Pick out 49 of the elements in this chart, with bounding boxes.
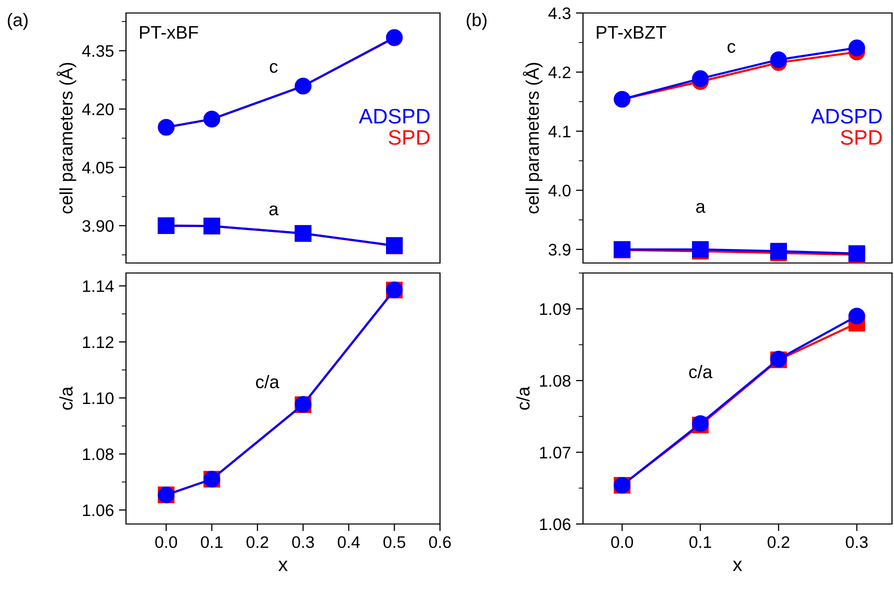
annotation: c/a [689, 364, 712, 378]
y-axis-title: c/a [59, 386, 73, 410]
annotation: c/a [256, 375, 280, 388]
y-tick-label: 4.0 [548, 184, 571, 197]
y-tick-label: 1.08 [540, 374, 570, 387]
y-axis-title: c/a [516, 386, 530, 410]
y-tick-label: 1.06 [83, 504, 114, 516]
x-tick-label: 0.1 [689, 536, 712, 548]
text: PT-xBZT [596, 26, 666, 39]
y-tick-label: 1.07 [540, 446, 570, 458]
y-tick-label: 3.9 [548, 244, 570, 256]
y-tick-label: 4.2 [548, 66, 570, 78]
x-tick-label: 0.4 [338, 536, 360, 548]
y-tick-label: 1.12 [83, 336, 114, 348]
y-tick-label: 4.3 [548, 7, 570, 20]
text: PT-xBF [140, 26, 198, 39]
y-tick-label: 1.08 [83, 448, 114, 460]
x-axis-title: x [732, 560, 742, 571]
y-axis-title: cell parameters (Å) [56, 62, 76, 214]
x-tick-label: 0.3 [846, 536, 868, 548]
annotation: a [696, 202, 706, 213]
x-axis-title: x [278, 560, 288, 571]
x-tick-label: 0.0 [611, 536, 634, 548]
text: ADSPD [358, 108, 430, 124]
x-tick-label: 0.0 [155, 536, 178, 548]
y-tick-label: 4.1 [548, 126, 570, 138]
x-tick-label: 0.3 [292, 536, 314, 548]
x-tick-label: 0.5 [383, 536, 406, 548]
y-tick-label: 1.06 [540, 518, 570, 530]
text: (a) [8, 13, 28, 30]
y-tick-label: 3.90 [82, 220, 114, 232]
annotation: c [728, 42, 736, 53]
text: SPD [840, 130, 882, 145]
text: (b) [466, 13, 487, 30]
x-tick-label: 0.2 [246, 536, 268, 548]
x-tick-label: 0.2 [768, 536, 790, 548]
y-axis-title: cell parameters (Å) [522, 62, 542, 214]
annotation: c [270, 62, 278, 73]
y-tick-label: 1.10 [83, 392, 114, 404]
y-tick-label: 1.14 [83, 280, 114, 292]
text: ADSPD [810, 108, 882, 124]
x-tick-label: 0.1 [200, 536, 223, 548]
y-tick-label: 1.09 [540, 303, 570, 316]
y-tick-label: 4.05 [82, 162, 114, 174]
x-tick-label: 0.6 [429, 536, 451, 548]
annotation: a [269, 205, 279, 216]
y-tick-label: 4.35 [82, 45, 114, 57]
y-tick-label: 4.20 [82, 103, 114, 116]
text: SPD [388, 130, 430, 145]
